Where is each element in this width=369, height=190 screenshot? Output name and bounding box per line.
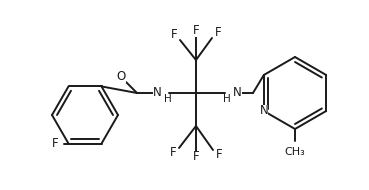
- Text: F: F: [170, 146, 176, 159]
- Text: N: N: [153, 86, 162, 100]
- Text: H: H: [223, 94, 231, 104]
- Text: N: N: [233, 86, 242, 100]
- Text: F: F: [216, 149, 222, 162]
- Text: F: F: [171, 28, 177, 41]
- Text: F: F: [193, 24, 199, 36]
- Text: F: F: [52, 137, 59, 150]
- Text: F: F: [193, 150, 199, 164]
- Text: F: F: [215, 26, 221, 40]
- Text: H: H: [164, 94, 172, 104]
- Text: CH₃: CH₃: [284, 147, 306, 157]
- Text: N: N: [259, 105, 268, 117]
- Text: O: O: [116, 70, 125, 82]
